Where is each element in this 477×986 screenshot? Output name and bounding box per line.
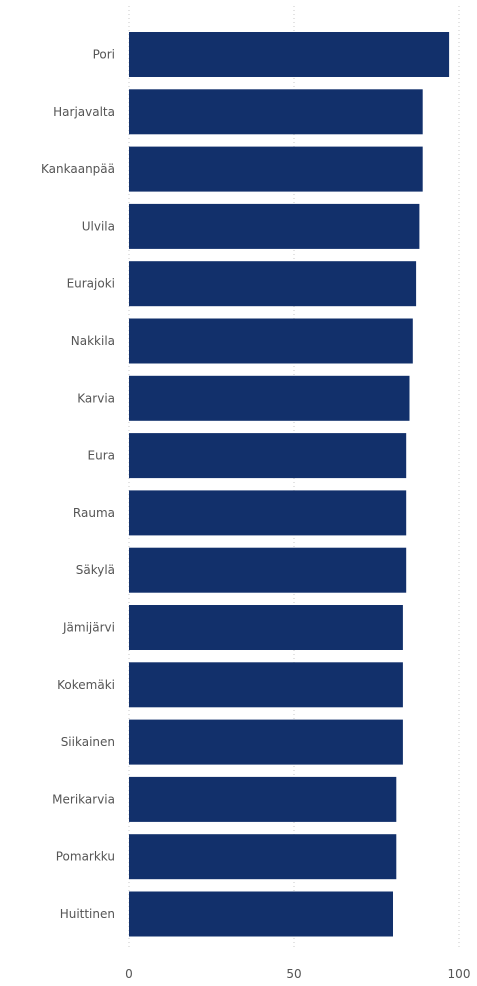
bar-eurajoki[interactable]	[129, 261, 417, 307]
bar-eura[interactable]	[129, 433, 407, 479]
category-label-harjavalta: Harjavalta	[53, 105, 115, 119]
bar-merikarvia[interactable]	[129, 776, 397, 822]
bar-ulvila[interactable]	[129, 203, 420, 249]
category-label-nakkila: Nakkila	[71, 334, 115, 348]
category-label-rauma: Rauma	[73, 506, 115, 520]
category-labels: Pori Harjavalta Kankaanpää Ulvila Eurajoki Na…	[41, 48, 115, 922]
category-label-jamijarvi: Jämijärvi	[62, 621, 115, 635]
bar-kankaanpaa[interactable]	[129, 146, 423, 192]
category-label-ulvila: Ulvila	[82, 219, 115, 233]
category-label-eurajoki: Eurajoki	[67, 277, 115, 291]
category-label-pori: Pori	[93, 48, 115, 62]
category-label-kokemaki: Kokemäki	[57, 678, 115, 692]
bar-nakkila[interactable]	[129, 318, 413, 364]
category-label-kankaanpaa: Kankaanpää	[41, 162, 115, 176]
category-label-eura: Eura	[88, 449, 115, 463]
category-label-sakyla: Säkylä	[76, 563, 115, 577]
bar-siikainen[interactable]	[129, 719, 403, 765]
x-axis-tick-labels: 0 50 100	[125, 967, 470, 981]
category-label-karvia: Karvia	[77, 391, 115, 405]
category-label-pomarkku: Pomarkku	[56, 850, 115, 864]
bar-harjavalta[interactable]	[129, 89, 423, 135]
bar-pori[interactable]	[129, 32, 450, 77]
bar-jamijarvi[interactable]	[129, 605, 403, 650]
x-tick-label-0: 0	[125, 967, 133, 981]
bar-kokemaki[interactable]	[129, 662, 403, 708]
x-tick-label-50: 50	[286, 967, 301, 981]
bar-huittinen[interactable]	[129, 891, 393, 937]
bar-layer	[129, 32, 450, 937]
x-tick-label-100: 100	[448, 967, 471, 981]
bar-pomarkku[interactable]	[129, 834, 397, 880]
bar-karvia[interactable]	[129, 375, 410, 421]
category-label-huittinen: Huittinen	[60, 907, 115, 921]
category-label-merikarvia: Merikarvia	[52, 792, 115, 806]
category-label-siikainen: Siikainen	[61, 735, 115, 749]
bar-rauma[interactable]	[129, 490, 407, 536]
bar-sakyla[interactable]	[129, 547, 407, 593]
